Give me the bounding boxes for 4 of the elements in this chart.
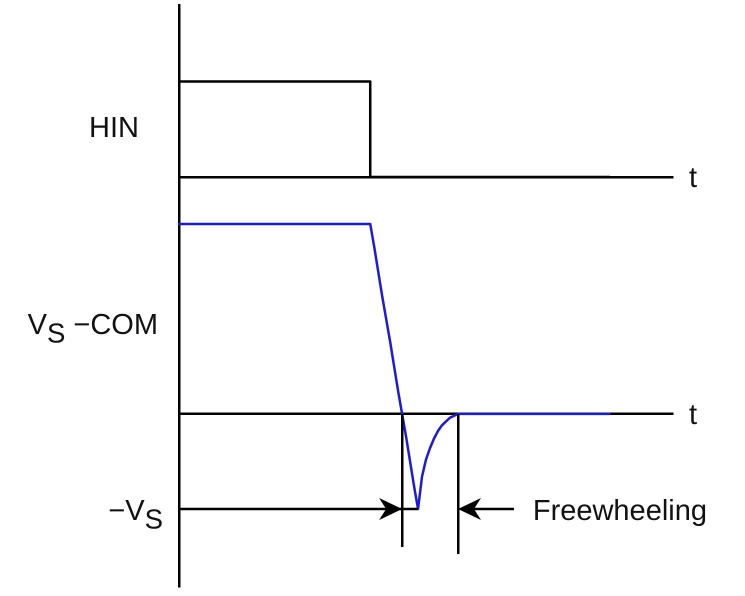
y-axis-title: HIN xyxy=(89,112,139,146)
annotation: Freewheeling xyxy=(532,494,707,528)
x-axis-title: t xyxy=(688,398,698,432)
x-axis-title: t xyxy=(688,162,698,195)
